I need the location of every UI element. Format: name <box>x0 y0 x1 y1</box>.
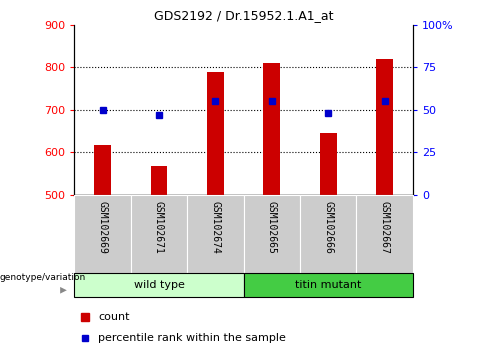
Bar <box>320 133 336 195</box>
Bar <box>187 195 243 273</box>
Bar <box>243 195 300 273</box>
Bar <box>74 195 131 273</box>
Text: GSM102666: GSM102666 <box>323 201 333 254</box>
Bar <box>243 273 413 297</box>
Bar <box>151 166 168 195</box>
Bar <box>300 195 356 273</box>
Bar <box>74 273 243 297</box>
Text: genotype/variation: genotype/variation <box>0 273 86 282</box>
Text: wild type: wild type <box>133 280 184 290</box>
Bar <box>94 144 111 195</box>
Title: GDS2192 / Dr.15952.1.A1_at: GDS2192 / Dr.15952.1.A1_at <box>154 9 333 22</box>
Text: GSM102669: GSM102669 <box>97 201 108 254</box>
Text: GSM102667: GSM102667 <box>380 201 390 254</box>
Text: GSM102671: GSM102671 <box>154 201 164 254</box>
Text: GSM102665: GSM102665 <box>267 201 277 254</box>
Bar <box>207 72 224 195</box>
Text: GSM102674: GSM102674 <box>210 201 220 254</box>
Text: titin mutant: titin mutant <box>295 280 361 290</box>
Bar <box>376 59 393 195</box>
Bar <box>131 195 187 273</box>
Bar <box>264 63 280 195</box>
Bar <box>356 195 413 273</box>
Text: count: count <box>98 312 130 322</box>
Text: percentile rank within the sample: percentile rank within the sample <box>98 332 286 343</box>
